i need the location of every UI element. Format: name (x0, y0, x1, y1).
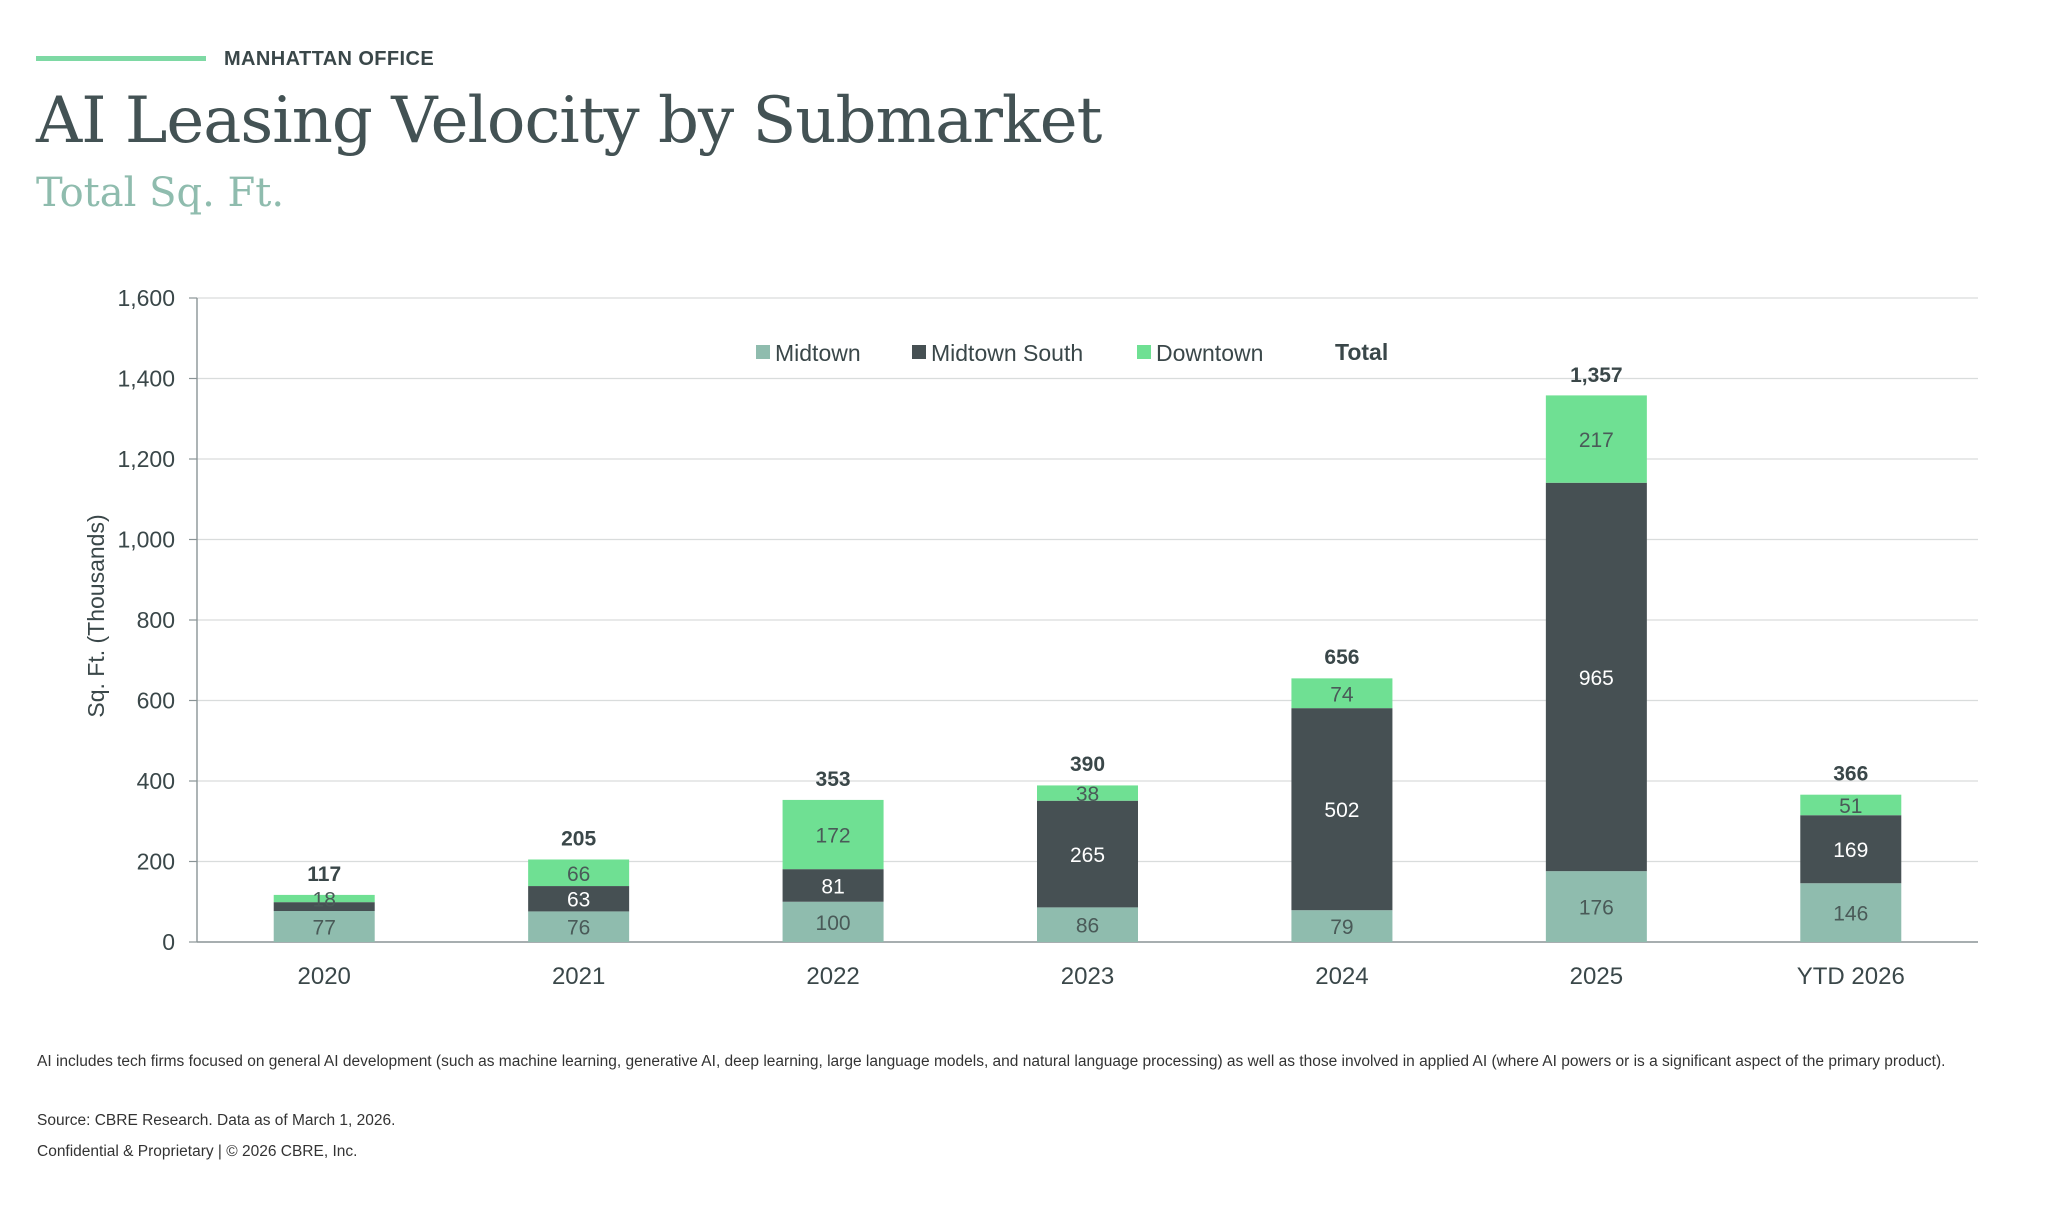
bar-segment-label: 77 (313, 917, 336, 940)
bars: 77 18 117 76 63 66 205 100 81 172 353 86 265 38 390 79 5… (273, 364, 1902, 942)
bar-total-label: 205 (561, 827, 596, 850)
x-axis: 2020 2021 2022 2023 2024 2025 YTD 2026 (298, 963, 1905, 990)
bar-segment-label: 18 (313, 889, 336, 912)
bar-segment-label: 502 (1324, 799, 1359, 822)
x-tick-label: 2021 (552, 963, 605, 990)
y-tick-label: 1,600 (117, 285, 175, 311)
bar-segment-midtown (1291, 910, 1393, 942)
bar-segment-midtown-south (1037, 800, 1138, 908)
bar-segment-downtown (1800, 794, 1902, 816)
bar-segment-midtown (273, 911, 375, 942)
y-tick-label: 800 (137, 607, 175, 633)
y-tick-label: 1,200 (117, 446, 175, 472)
legend-label: Midtown (775, 340, 861, 366)
x-tick-label: 2025 (1570, 963, 1623, 990)
bar-segment-label: 81 (821, 875, 844, 898)
bar-segment-label: 51 (1839, 795, 1862, 818)
x-tick-label: 2024 (1315, 963, 1368, 990)
bar-segment-label: 172 (816, 825, 851, 848)
x-tick-label: YTD 2026 (1797, 963, 1905, 990)
gridlines (197, 297, 1978, 943)
y-tick-label: 1,000 (117, 527, 175, 553)
section-eyebrow: MANHATTAN OFFICE (224, 48, 435, 70)
chart-title: AI Leasing Velocity by Submarket (36, 84, 1102, 158)
bar-segment-midtown (528, 911, 630, 942)
bar-total-label: 1,357 (1570, 364, 1623, 387)
bar-segment-label: 76 (567, 917, 590, 940)
bar-segment-midtown (1037, 907, 1138, 942)
bar-segment-label: 217 (1579, 429, 1614, 452)
legend-label: Downtown (1156, 340, 1263, 366)
bar-segment-label: 146 (1833, 903, 1868, 926)
copyright-note: Confidential & Proprietary | © 2026 CBRE… (37, 1143, 358, 1160)
y-tick-label: 600 (137, 688, 175, 714)
bar-segment-midtown-south (1291, 708, 1393, 911)
bar-segment-midtown (1800, 883, 1902, 942)
stacked-bar-chart: 0 200 400 600 800 1,000 1,200 1,400 1,600 77 18 11… (83, 285, 1978, 990)
chart-subtitle: Total Sq. Ft. (36, 170, 285, 216)
legend-label: Midtown South (931, 340, 1083, 366)
bar-total-label: 656 (1324, 646, 1359, 669)
bar-segment-label: 169 (1833, 839, 1868, 862)
legend-swatch (756, 345, 770, 359)
bar-segment-label: 79 (1330, 916, 1353, 939)
bar-segment-downtown (1037, 785, 1138, 801)
bar-segment-label: 965 (1579, 667, 1614, 690)
accent-rule (36, 56, 206, 61)
x-tick-label: 2022 (806, 963, 859, 990)
bar-segment-downtown (273, 894, 375, 903)
bar-segment-midtown-south (782, 869, 884, 902)
bar-total-label: 366 (1833, 763, 1868, 786)
x-tick-label: 2023 (1061, 963, 1114, 990)
legend-total-label: Total (1335, 339, 1388, 365)
x-tick-label: 2020 (298, 963, 351, 990)
bar-segment-label: 38 (1076, 783, 1099, 806)
legend-swatch (1137, 345, 1151, 359)
bar-segment-label: 100 (816, 912, 851, 935)
legend-swatch (912, 345, 926, 359)
bar-segment-downtown (1291, 678, 1393, 709)
source-note: Source: CBRE Research. Data as of March … (37, 1112, 396, 1129)
bar-segment-label: 74 (1330, 683, 1354, 706)
bar-segment-downtown (1545, 395, 1647, 483)
bar-segment-label: 86 (1076, 915, 1099, 938)
ai-definition-note: AI includes tech firms focused on genera… (37, 1053, 1946, 1070)
bar-segment-midtown-south (528, 886, 630, 912)
y-tick-label: 0 (162, 929, 175, 955)
bar-segment-label: 265 (1070, 844, 1105, 867)
bar-total-label: 117 (307, 863, 341, 886)
bar-total-label: 390 (1070, 753, 1105, 776)
y-tick-label: 1,400 (117, 366, 175, 392)
y-tick-label: 400 (137, 768, 175, 794)
bar-segment-midtown-south (1800, 815, 1902, 884)
bar-segment-midtown (1545, 871, 1647, 942)
y-axis: 0 200 400 600 800 1,000 1,200 1,400 1,600 (117, 285, 198, 955)
bar-total-label: 353 (816, 768, 851, 791)
bar-segment-downtown (528, 859, 630, 887)
bar-segment-downtown (782, 799, 884, 870)
y-axis-label: Sq. Ft. (Thousands) (83, 514, 109, 717)
bar-segment-midtown-south (273, 902, 375, 912)
bar-segment-midtown-south (1545, 482, 1647, 872)
bar-segment-label: 66 (567, 863, 590, 886)
y-tick-label: 200 (137, 849, 175, 875)
bar-segment-label: 63 (567, 889, 590, 912)
bar-segment-midtown (782, 901, 884, 942)
bar-segment-label: 176 (1579, 897, 1614, 920)
legend: Midtown Midtown South Downtown Total (756, 339, 1388, 366)
